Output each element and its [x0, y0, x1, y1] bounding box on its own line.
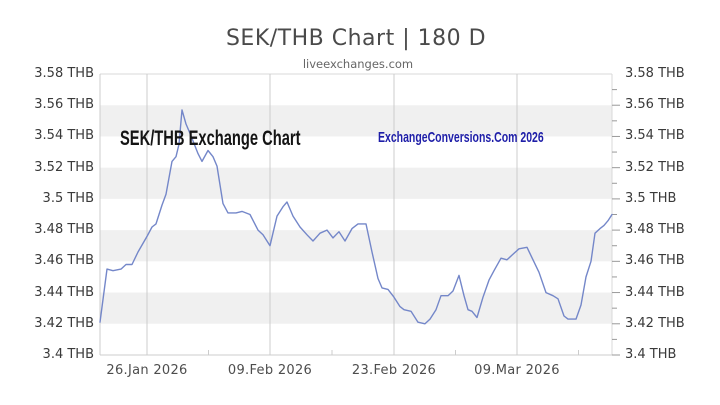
y-axis-label-right: 3.56 THB [625, 97, 685, 113]
y-axis-label-right: 3.58 THB [625, 66, 685, 81]
watermark-exchange-chart: SEK/THB Exchange Chart [120, 127, 301, 150]
y-axis-label-left: 3.5 THB [42, 190, 94, 206]
y-axis-label-left: 3.52 THB [34, 159, 94, 175]
x-axis-date-label: 09.Feb 2026 [227, 363, 313, 378]
y-axis-label-left: 3.44 THB [34, 284, 94, 300]
x-axis-date-label: 23.Feb 2026 [351, 363, 437, 378]
x-axis-date-label: 09.Mar 2026 [474, 363, 560, 378]
x-axis-date-label: 26.Jan 2026 [106, 363, 188, 378]
y-axis-label-right: 3.52 THB [625, 159, 685, 175]
y-axis-label-right: 3.48 THB [625, 222, 685, 238]
rate-line [99, 109, 613, 325]
y-axis-label-left: 3.58 THB [34, 66, 94, 81]
gridband [100, 230, 612, 262]
y-axis-label-left: 3.42 THB [34, 315, 94, 331]
y-axis-label-right: 3.42 THB [625, 315, 685, 331]
y-axis-label-left: 3.54 THB [34, 128, 94, 144]
page-subtitle: liveexchanges.com [302, 57, 414, 71]
y-axis-label-left: 3.4 THB [42, 347, 94, 362]
y-axis-label-right: 3.5 THB [625, 190, 677, 206]
y-axis-label-right: 3.54 THB [625, 128, 685, 144]
y-axis-label-left: 3.46 THB [34, 253, 94, 269]
y-axis-label-right: 3.4 THB [625, 347, 677, 362]
y-axis-label-right: 3.46 THB [625, 253, 685, 269]
gridband [100, 292, 612, 324]
page-title: SEK/THB Chart | 180 D [225, 26, 487, 51]
gridband [100, 167, 612, 199]
watermark-exchangeconversions: ExchangeConversions.Com 2026 [378, 129, 544, 146]
y-axis-label-left: 3.56 THB [34, 97, 94, 113]
y-axis-label-left: 3.48 THB [34, 222, 94, 238]
y-axis-label-right: 3.44 THB [625, 284, 685, 300]
